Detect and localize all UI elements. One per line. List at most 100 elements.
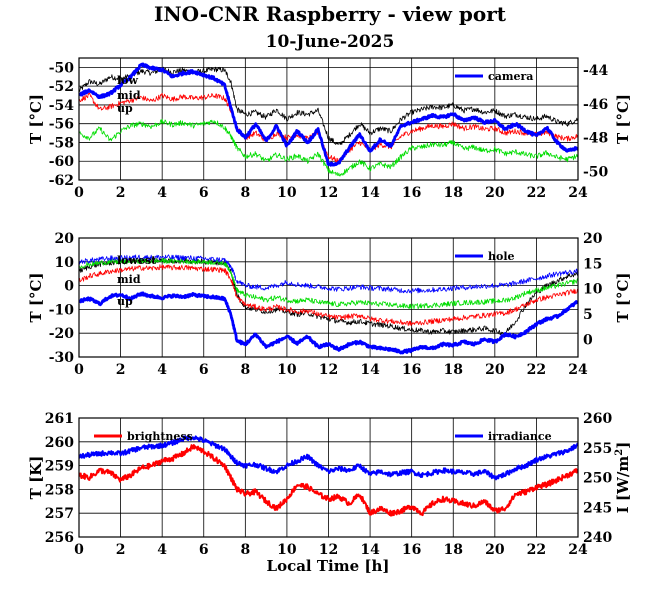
y2-axis-label: T [°C] — [614, 94, 632, 144]
y-axis-label: T [K] — [27, 456, 45, 500]
y-axis-label: T [°C] — [27, 94, 45, 144]
x-tick-label: 16 — [402, 542, 421, 558]
legend-label: brightness — [127, 430, 193, 443]
x-tick-label: 2 — [116, 542, 126, 558]
x-tick-label: 8 — [240, 185, 250, 201]
x-tick-label: 2 — [116, 185, 126, 201]
y-tick-label: -60 — [49, 154, 75, 170]
y2-tick-label: -50 — [583, 165, 609, 181]
x-tick-label: 4 — [157, 362, 167, 378]
chart-subtitle: 10-June-2025 — [266, 32, 395, 52]
series-line-blue — [79, 434, 578, 481]
x-tick-label: 20 — [485, 542, 505, 558]
x-tick-label: 24 — [568, 185, 588, 201]
x-tick-label: 6 — [199, 185, 209, 201]
x-tick-label: 18 — [444, 185, 463, 201]
y2-tick-label: 10 — [583, 282, 603, 298]
series-inline-label: mid — [117, 273, 141, 286]
series-inline-label: up — [117, 102, 133, 115]
y2-axis-label: T [°C] — [614, 272, 632, 322]
x-tick-label: 18 — [444, 362, 463, 378]
series-inline-label: up — [117, 295, 133, 308]
y-tick-label: 257 — [45, 506, 74, 522]
y-tick-label: 259 — [45, 459, 74, 475]
x-tick-label: 14 — [360, 185, 380, 201]
x-tick-label: 8 — [240, 362, 250, 378]
x-tick-label: 20 — [485, 362, 505, 378]
plot-frame — [78, 57, 579, 181]
series-line-red — [79, 444, 578, 517]
x-tick-label: 22 — [527, 542, 546, 558]
x-tick-label: 12 — [319, 542, 338, 558]
x-tick-label: 12 — [319, 185, 338, 201]
y2-tick-label: -46 — [583, 97, 608, 113]
y2-tick-label: 255 — [583, 441, 612, 457]
x-axis-label: Local Time [h] — [267, 557, 390, 575]
camera-panel: 0 2 4 6 8 10 12 14 16 18 20 22 24-50-52-54-56-58-60-… — [27, 57, 632, 201]
y-tick-label: -58 — [49, 135, 74, 151]
x-tick-label: 24 — [568, 362, 588, 378]
y-tick-label: -10 — [49, 302, 75, 318]
x-tick-label: 12 — [319, 362, 338, 378]
x-tick-label: 16 — [402, 185, 421, 201]
x-tick-label: 0 — [74, 542, 84, 558]
y2-tick-label: 20 — [583, 231, 603, 247]
y-tick-label: -56 — [49, 117, 74, 133]
x-tick-label: 14 — [360, 362, 380, 378]
legend-label: hole — [488, 250, 515, 263]
series-line-blue — [79, 291, 578, 355]
x-tick-label: 0 — [74, 362, 84, 378]
y-tick-label: -20 — [49, 326, 75, 342]
y2-tick-label: -48 — [583, 131, 608, 147]
y-tick-label: 20 — [55, 231, 75, 247]
series-line-red — [79, 264, 578, 327]
y2-tick-label: 245 — [583, 500, 612, 516]
y-tick-label: -30 — [49, 350, 75, 366]
y-axis-label: T [°C] — [27, 272, 45, 322]
x-tick-label: 10 — [277, 362, 297, 378]
x-tick-label: 18 — [444, 542, 463, 558]
x-tick-label: 2 — [116, 362, 126, 378]
x-tick-label: 22 — [527, 362, 546, 378]
series-line-blue — [79, 62, 578, 167]
y-tick-label: 0 — [64, 279, 74, 295]
y2-tick-label: 260 — [583, 411, 612, 427]
y2-tick-label: 0 — [583, 332, 593, 348]
y2-tick-label: 15 — [583, 256, 602, 272]
x-tick-label: 20 — [485, 185, 505, 201]
y-tick-label: 258 — [45, 482, 74, 498]
y-tick-label: 256 — [45, 530, 74, 546]
chart-title: INO-CNR Raspberry - view port — [154, 2, 507, 26]
series-line-green — [79, 118, 578, 177]
y2-tick-label: 240 — [583, 530, 612, 546]
y2-axis-label-superscript: 2 — [614, 449, 625, 456]
series-line-blue — [79, 254, 578, 294]
series-inline-label: lowest — [117, 254, 157, 267]
series-line-black — [79, 257, 578, 336]
x-tick-label: 4 — [157, 542, 167, 558]
plot-frame — [78, 237, 579, 358]
x-tick-label: 10 — [277, 542, 297, 558]
series-group — [79, 62, 578, 177]
series-inline-label: mid — [117, 89, 141, 102]
x-tick-label: 24 — [568, 542, 588, 558]
y2-tick-label: 5 — [583, 307, 593, 323]
y2-axis-label-end: ] — [614, 442, 632, 449]
x-tick-label: 16 — [402, 362, 421, 378]
x-tick-label: 4 — [157, 185, 167, 201]
y2-tick-label: -44 — [583, 63, 609, 79]
y-tick-label: -54 — [49, 98, 75, 114]
legend-label: irradiance — [488, 430, 552, 443]
x-tick-label: 22 — [527, 185, 546, 201]
series-line-green — [79, 257, 578, 310]
y2-tick-label: 250 — [583, 471, 612, 487]
y-tick-label: -52 — [49, 79, 74, 95]
series-inline-label: low — [117, 74, 139, 87]
series-group — [79, 254, 578, 355]
x-tick-label: 14 — [360, 542, 380, 558]
y-tick-label: 261 — [45, 411, 74, 427]
y2-axis-label: I [W/m2] — [614, 442, 632, 514]
hole-panel: 0 2 4 6 8 10 12 14 16 18 20 22 2420100-10-20-3020151… — [27, 231, 632, 378]
y-tick-label: 260 — [45, 435, 74, 451]
